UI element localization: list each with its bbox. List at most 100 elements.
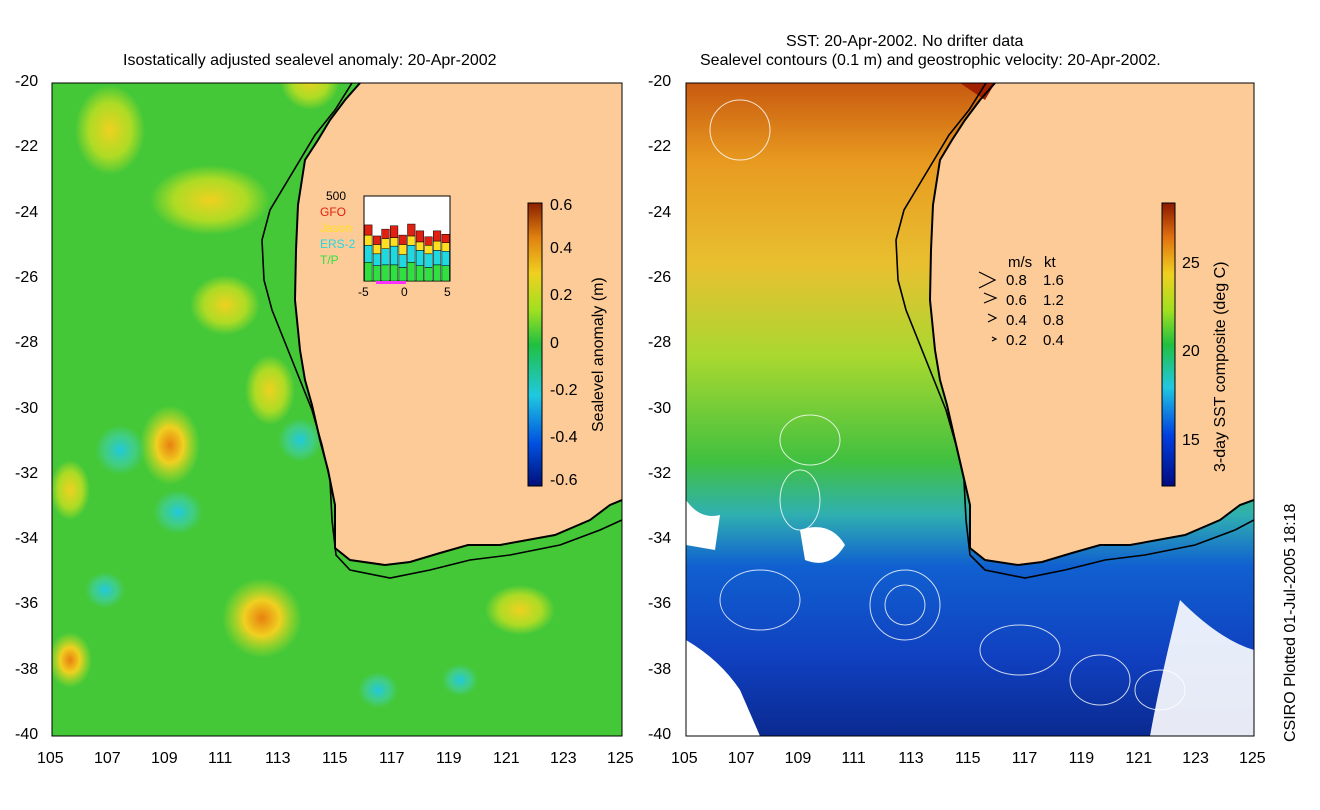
inset-xtick: -5 — [358, 285, 369, 299]
inset-legend-item: ERS-2 — [320, 237, 356, 251]
inset-bar-segment-tp — [381, 264, 390, 282]
sla-tick-label: 0.2 — [550, 287, 573, 305]
right-map-frame — [685, 82, 1255, 737]
inset-legend-item: Jason — [320, 221, 353, 235]
australia-land-left — [295, 83, 622, 565]
inset-bar-segment-tp — [441, 265, 450, 282]
inset-bar-segment-ers2 — [415, 250, 424, 266]
lat-label-left: -40 — [15, 726, 39, 743]
inset-xtick: 5 — [444, 285, 451, 299]
australia-land-right — [930, 83, 1254, 565]
speed-legend-header-ms: m/s — [1008, 254, 1033, 271]
plot-credit: CSIRO Plotted 01-Jul-2005 18:18 — [1282, 503, 1299, 742]
inset-bar-segment-jason — [407, 235, 416, 246]
sla-tick-label: -0.4 — [550, 428, 578, 446]
inset-bar-segment-jason — [381, 238, 390, 249]
sla-tick-label: 0.6 — [550, 197, 573, 214]
inset-bar-segment-gfo — [398, 234, 407, 245]
speed-legend-kt: 1.6 — [1043, 272, 1064, 289]
sla-tick-label: 0.4 — [550, 240, 573, 258]
inset-bar-segment-jason — [372, 244, 381, 255]
inset-bar-segment-gfo — [415, 230, 424, 243]
sst-colorbar — [1161, 202, 1176, 487]
lat-label-left: -20 — [15, 73, 39, 90]
lon-label-left: 119 — [436, 750, 462, 767]
lon-label-right: 123 — [1182, 750, 1209, 767]
lat-label-left: -38 — [15, 660, 39, 678]
inset-bar-segment-jason — [398, 244, 407, 255]
speed-legend-ms: 0.8 — [1006, 272, 1027, 289]
lon-label-left: 115 — [322, 750, 348, 767]
sla-tick-label: -0.6 — [550, 472, 578, 489]
lat-label-right: -22 — [648, 138, 672, 156]
sst-tick-label: 15 — [1182, 431, 1200, 449]
lon-label-right: 125 — [1239, 750, 1266, 767]
inset-window-marker — [376, 281, 406, 284]
lon-label-right: 119 — [1068, 750, 1095, 767]
inset-xtick: 0 — [401, 285, 408, 299]
lon-label-left: 125 — [607, 750, 634, 767]
left-panel-title: Isostatically adjusted sealevel anomaly:… — [123, 52, 497, 69]
inset-bar-segment-ers2 — [381, 248, 390, 266]
inset-legend-item: T/P — [320, 253, 339, 267]
inset-bar-segment-tp — [433, 264, 442, 282]
inset-bar-segment-tp — [398, 267, 407, 282]
sla-tick-label: 0 — [550, 334, 559, 352]
lon-label-right: 109 — [784, 750, 812, 767]
inset-bar-segment-ers2 — [433, 250, 442, 266]
right-panel-title-line1: SST: 20-Apr-2002. No drifter data — [786, 33, 1024, 50]
lon-label-left: 105 — [37, 750, 64, 767]
sla-tick-label: -0.2 — [550, 381, 578, 399]
inset-ymax-label: 500 — [326, 189, 347, 203]
inset-bar-segment-gfo — [407, 223, 416, 237]
lat-label-right: -28 — [648, 334, 672, 352]
lat-label-left: -26 — [15, 268, 39, 286]
lon-label-left: 121 — [493, 750, 520, 767]
speed-legend-arrows — [978, 271, 998, 342]
lat-label-right: -40 — [648, 726, 672, 743]
inset-bar-segment-gfo — [433, 230, 442, 242]
inset-bar-segment-ers2 — [390, 245, 399, 266]
inset-bar-segment-ers2 — [398, 254, 407, 268]
inset-bar-segment-tp — [415, 265, 424, 282]
speed-legend-kt: 0.4 — [1043, 332, 1064, 349]
speed-legend-ms: 0.6 — [1006, 292, 1027, 309]
inset-bar-segment-jason — [424, 245, 433, 255]
sla-colorbar — [527, 202, 543, 487]
lon-label-right: 111 — [841, 750, 866, 767]
lat-label-right: -30 — [648, 399, 672, 417]
lon-label-left: 107 — [94, 750, 121, 767]
inset-legend-item: GFO — [320, 205, 346, 219]
sst-tick-label: 20 — [1182, 343, 1200, 361]
inset-bar-segment-tp — [390, 264, 399, 282]
lat-label-right: -20 — [648, 73, 672, 90]
speed-legend-kt: 0.8 — [1043, 312, 1064, 329]
speed-legend-ms: 0.2 — [1006, 332, 1027, 349]
inset-bar-segment-gfo — [364, 224, 373, 236]
inset-bar-segment-tp — [407, 262, 416, 282]
lat-label-left: -22 — [15, 138, 39, 156]
inset-bar-segment-ers2 — [364, 245, 373, 263]
lat-label-left: -32 — [15, 464, 39, 482]
lat-label-right: -26 — [648, 268, 672, 286]
lat-label-left: -30 — [15, 399, 39, 417]
lon-label-right: 113 — [898, 750, 924, 767]
right-panel-title-line2: Sealevel contours (0.1 m) and geostrophi… — [700, 52, 1161, 69]
lon-label-left: 111 — [208, 750, 233, 767]
inset-bar-segment-gfo — [381, 228, 390, 239]
inset-bar-segment-gfo — [390, 225, 399, 238]
lon-label-left: 123 — [550, 750, 577, 767]
lat-label-right: -38 — [648, 660, 672, 678]
inset-bar-segment-jason — [364, 234, 373, 246]
inset-bar-segment-tp — [372, 265, 381, 282]
speed-legend-kt: 1.2 — [1043, 292, 1064, 309]
inset-bar-segment-ers2 — [424, 253, 433, 268]
sst-colorbar-label: 3-day SST composite (deg C) — [1212, 261, 1229, 472]
inset-bar-segment-ers2 — [372, 253, 381, 266]
lat-label-left: -28 — [15, 334, 39, 352]
inset-bar-segment-ers2 — [441, 251, 450, 266]
left-map — [52, 83, 622, 736]
inset-bar-segment-tp — [424, 267, 433, 282]
lon-label-left: 113 — [265, 750, 291, 767]
lat-label-left: -34 — [15, 530, 39, 548]
